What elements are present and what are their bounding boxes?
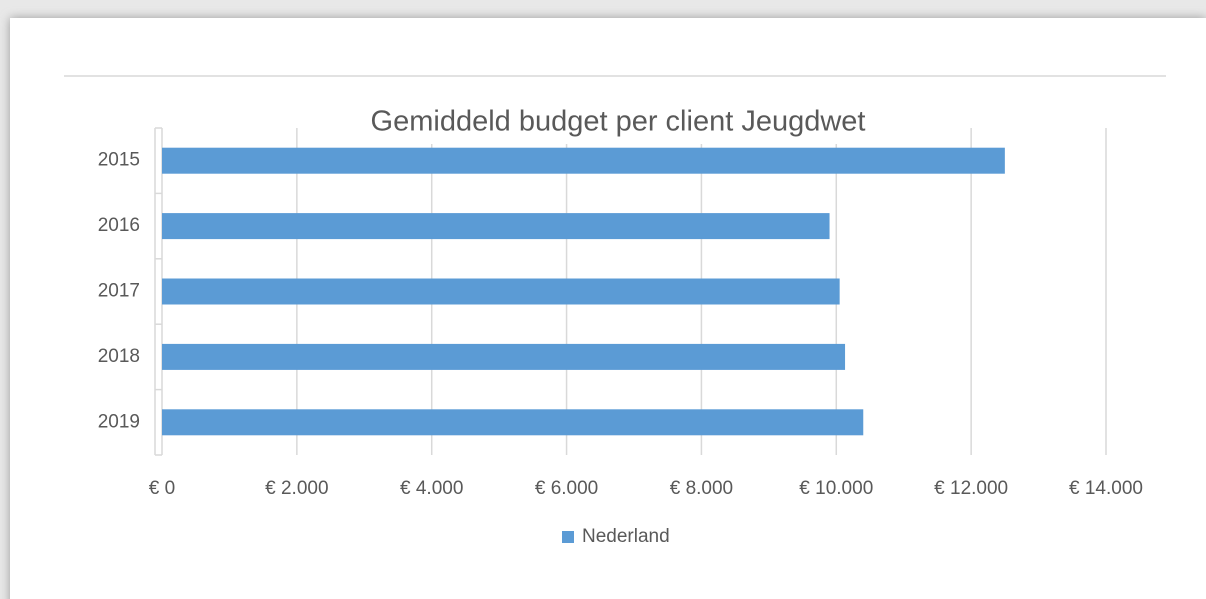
bar	[162, 343, 846, 370]
y-tick-label: 2019	[98, 411, 140, 432]
x-tick-label: € 14.000	[1069, 478, 1143, 499]
bar	[162, 213, 830, 240]
y-tick-label: 2017	[98, 281, 140, 302]
bar	[162, 147, 1005, 174]
y-tick-label: 2016	[98, 215, 140, 236]
chart-title: Gemiddeld budget per client Jeugdwet	[371, 106, 866, 138]
legend-label: Nederland	[582, 526, 670, 547]
y-tick-label: 2018	[98, 346, 140, 367]
x-tick-label: € 4.000	[400, 478, 463, 499]
x-tick-label: € 0	[149, 478, 175, 499]
x-tick-label: € 2.000	[265, 478, 328, 499]
legend-swatch	[562, 531, 574, 543]
x-tick-label: € 6.000	[535, 478, 598, 499]
title-background	[310, 104, 926, 144]
x-tick-label: € 8.000	[670, 478, 733, 499]
y-tick-label: 2015	[98, 150, 140, 171]
bar	[162, 409, 864, 436]
bar	[162, 278, 840, 305]
x-tick-label: € 10.000	[799, 478, 873, 499]
x-tick-label: € 12.000	[934, 478, 1008, 499]
